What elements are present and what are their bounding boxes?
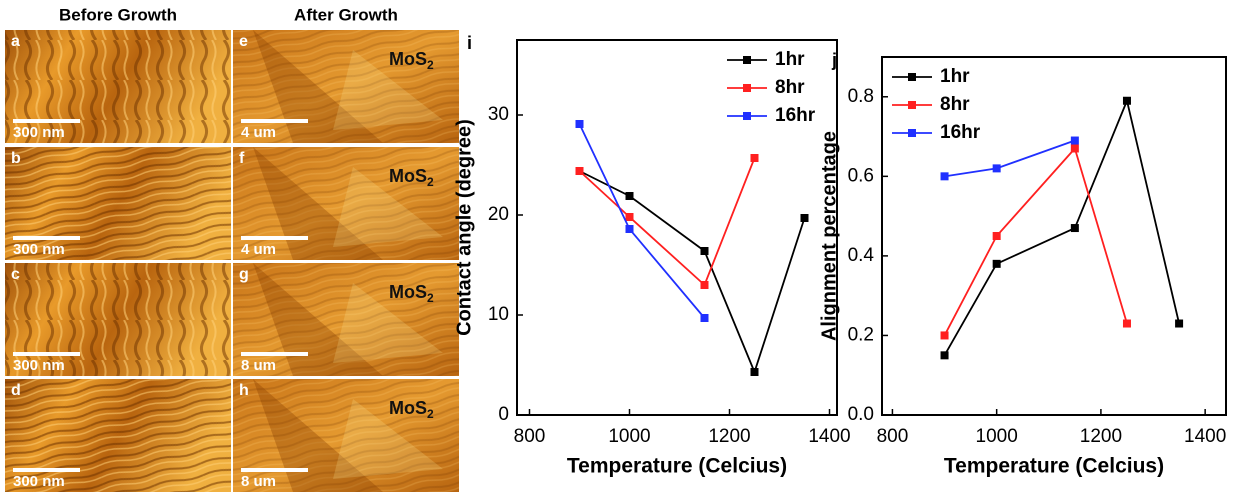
panel-letter: e xyxy=(239,33,248,50)
data-point xyxy=(701,281,709,289)
data-point xyxy=(941,331,949,339)
x-tick-label: 800 xyxy=(877,426,909,447)
panel-letter: b xyxy=(11,150,21,167)
data-point xyxy=(1123,97,1131,105)
panel-letter: j xyxy=(831,50,837,70)
x-tick-label: 1400 xyxy=(808,426,850,447)
data-point xyxy=(576,120,584,128)
y-tick-label: 30 xyxy=(488,104,509,125)
y-tick-label: 0.2 xyxy=(848,324,874,345)
data-point xyxy=(751,154,759,162)
panel-letter: a xyxy=(11,33,20,50)
panel-letter: c xyxy=(11,266,20,283)
legend-marker xyxy=(743,84,751,92)
scale-label: 300 nm xyxy=(13,241,65,258)
legend-marker xyxy=(743,56,751,64)
data-point xyxy=(801,214,809,222)
plot-frame xyxy=(882,57,1226,415)
material-subscript: 2 xyxy=(427,58,434,72)
data-point xyxy=(626,225,634,233)
scale-label: 300 nm xyxy=(13,357,65,374)
x-axis-title: Temperature (Celcius) xyxy=(567,455,787,478)
material-name: MoS xyxy=(389,398,427,418)
data-point xyxy=(1071,224,1079,232)
scale-label: 4 um xyxy=(241,241,276,258)
y-tick-label: 0.4 xyxy=(848,245,875,266)
panel-letter: i xyxy=(467,33,472,53)
data-point xyxy=(751,368,759,376)
legend-marker xyxy=(908,73,916,81)
x-tick-label: 1000 xyxy=(608,426,650,447)
data-point xyxy=(1071,144,1079,152)
data-point xyxy=(993,164,1001,172)
x-tick-label: 1000 xyxy=(976,426,1018,447)
y-tick-label: 10 xyxy=(488,304,509,325)
material-subscript: 2 xyxy=(427,407,434,421)
data-point xyxy=(576,167,584,175)
data-point xyxy=(1175,320,1183,328)
data-point xyxy=(941,351,949,359)
y-tick-label: 0 xyxy=(498,404,509,425)
material-name: MoS xyxy=(389,49,427,69)
scale-label: 300 nm xyxy=(13,473,65,490)
legend-marker xyxy=(743,112,751,120)
y-axis-title: Alignment percentage xyxy=(818,131,840,341)
data-point xyxy=(941,172,949,180)
x-tick-label: 800 xyxy=(514,426,546,447)
material-subscript: 2 xyxy=(427,291,434,305)
column-title: Before Growth xyxy=(59,5,177,24)
y-axis-title: Contact angle (degree) xyxy=(453,119,475,336)
data-point xyxy=(626,213,634,221)
scale-label: 300 nm xyxy=(13,124,65,141)
figure: Before Growth After Growth a 300 nm e 4 um MoS… xyxy=(0,0,1235,500)
scale-label: 8 um xyxy=(241,357,276,374)
legend-label: 1hr xyxy=(775,49,805,70)
panel-letter: g xyxy=(239,266,249,283)
data-point xyxy=(701,314,709,322)
x-tick-label: 1200 xyxy=(1080,426,1122,447)
data-point xyxy=(626,192,634,200)
legend-label: 1hr xyxy=(940,66,970,87)
panel-letter: d xyxy=(11,382,21,399)
y-tick-label: 20 xyxy=(488,204,509,225)
y-tick-label: 0.8 xyxy=(848,86,874,107)
legend-label: 16hr xyxy=(775,105,816,126)
scale-label: 4 um xyxy=(241,124,276,141)
legend-label: 8hr xyxy=(940,94,970,115)
column-title: After Growth xyxy=(294,5,398,24)
x-tick-label: 1200 xyxy=(708,426,750,447)
data-point xyxy=(993,260,1001,268)
scale-label: 8 um xyxy=(241,473,276,490)
series-line xyxy=(580,124,705,318)
material-subscript: 2 xyxy=(427,175,434,189)
legend-label: 8hr xyxy=(775,77,805,98)
panel-letter: h xyxy=(239,382,249,399)
legend-label: 16hr xyxy=(940,122,981,143)
legend-marker xyxy=(908,129,916,137)
material-name: MoS xyxy=(389,282,427,302)
data-point xyxy=(701,247,709,255)
data-point xyxy=(993,232,1001,240)
legend-marker xyxy=(908,101,916,109)
x-tick-label: 1400 xyxy=(1184,426,1226,447)
data-point xyxy=(1123,320,1131,328)
y-tick-label: 0.6 xyxy=(848,165,874,186)
panel-letter: f xyxy=(239,150,245,167)
material-name: MoS xyxy=(389,166,427,186)
y-tick-label: 0.0 xyxy=(848,404,874,425)
data-point xyxy=(1071,137,1079,145)
x-axis-title: Temperature (Celcius) xyxy=(944,455,1164,478)
